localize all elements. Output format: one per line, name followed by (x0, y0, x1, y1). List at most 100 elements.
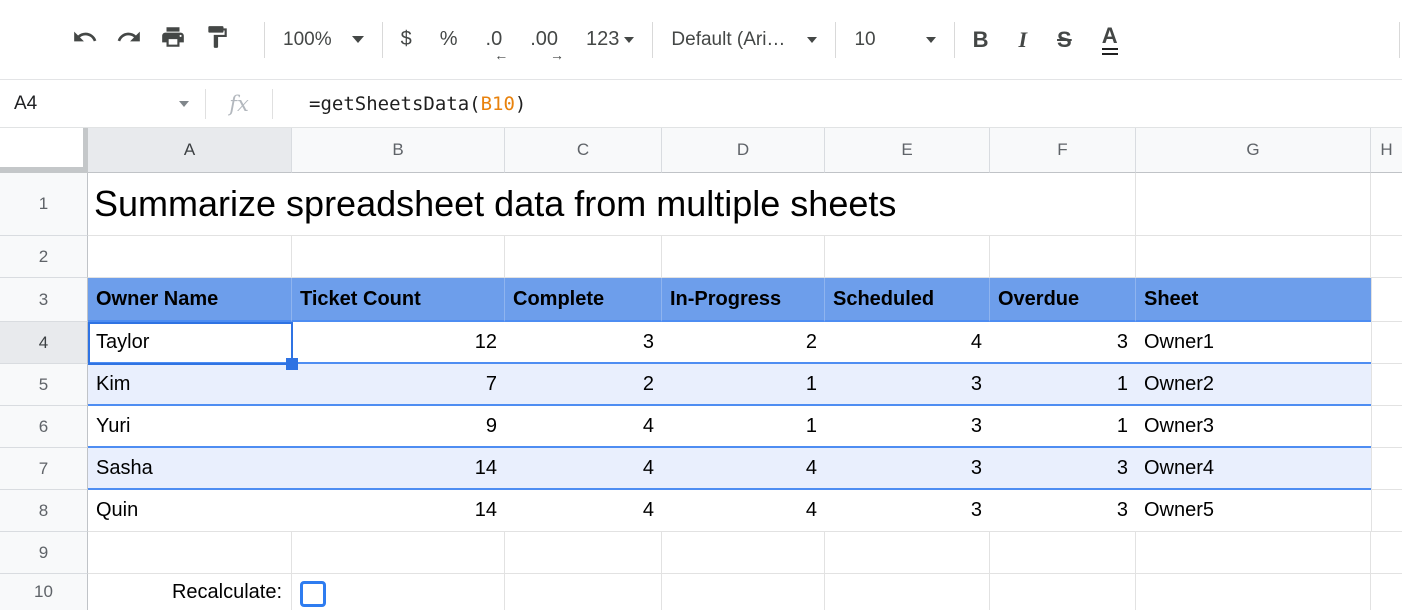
cell[interactable] (990, 173, 1136, 236)
cell[interactable] (1371, 490, 1402, 532)
cell-A1[interactable]: Summarize spreadsheet data from multiple… (88, 173, 896, 236)
cell[interactable]: 4 (505, 406, 662, 448)
paint-format-button[interactable] (202, 20, 232, 60)
cell[interactable]: 3 (825, 490, 990, 532)
cell[interactable]: 7 (292, 364, 505, 406)
column-header-D[interactable]: D (662, 128, 825, 173)
cell[interactable] (1371, 364, 1402, 406)
cell[interactable] (990, 574, 1136, 610)
row-header-10[interactable]: 10 (0, 574, 88, 610)
cell[interactable] (1136, 532, 1371, 574)
cell[interactable] (1371, 236, 1402, 278)
recalculate-checkbox[interactable] (300, 581, 326, 607)
cell[interactable]: 14 (292, 490, 505, 532)
cell[interactable] (88, 532, 292, 574)
cell[interactable]: Owner2 (1136, 364, 1371, 406)
cell[interactable]: 14 (292, 448, 505, 490)
format-currency-button[interactable]: $ (400, 28, 412, 50)
cell-B10[interactable] (292, 574, 505, 610)
cell[interactable]: 3 (990, 322, 1136, 364)
cell[interactable] (662, 532, 825, 574)
cell[interactable] (825, 532, 990, 574)
cell[interactable] (505, 236, 662, 278)
column-header-B[interactable]: B (292, 128, 505, 173)
cell-A4[interactable]: Taylor (88, 322, 292, 364)
row-header-8[interactable]: 8 (0, 490, 88, 532)
cell[interactable]: 1 (662, 406, 825, 448)
cell[interactable]: Complete (505, 278, 662, 322)
cell[interactable] (1371, 448, 1402, 490)
cell[interactable] (292, 236, 505, 278)
strikethrough-button[interactable]: S (1057, 26, 1072, 52)
column-header-C[interactable]: C (505, 128, 662, 173)
cell[interactable]: 4 (825, 322, 990, 364)
cell[interactable]: Kim (88, 364, 292, 406)
cell[interactable]: Yuri (88, 406, 292, 448)
cell[interactable] (1371, 574, 1402, 610)
cell[interactable]: 2 (662, 322, 825, 364)
cell[interactable] (88, 236, 292, 278)
row-header-7[interactable]: 7 (0, 448, 88, 490)
format-percent-button[interactable]: % (439, 28, 458, 50)
cell[interactable] (662, 574, 825, 610)
cell[interactable]: 3 (990, 448, 1136, 490)
increase-decimals-button[interactable]: .00 → (530, 28, 565, 63)
column-header-G[interactable]: G (1136, 128, 1371, 173)
zoom-select[interactable]: 100% (283, 29, 364, 51)
italic-button[interactable]: I (1018, 26, 1028, 52)
cell[interactable]: 1 (990, 364, 1136, 406)
cell[interactable] (1371, 173, 1402, 236)
cell[interactable]: 3 (825, 448, 990, 490)
cell[interactable] (1371, 532, 1402, 574)
print-button[interactable] (158, 20, 188, 60)
decrease-decimals-button[interactable]: .0 ← (485, 28, 509, 63)
column-header-F[interactable]: F (990, 128, 1136, 173)
cell[interactable] (505, 173, 662, 236)
name-box[interactable]: A4 (0, 93, 205, 115)
cell[interactable]: 4 (662, 490, 825, 532)
cell[interactable] (990, 236, 1136, 278)
cell[interactable]: 9 (292, 406, 505, 448)
row-header-6[interactable]: 6 (0, 406, 88, 448)
row-header-9[interactable]: 9 (0, 532, 88, 574)
cell[interactable]: Ticket Count (292, 278, 505, 322)
cell[interactable]: Owner3 (1136, 406, 1371, 448)
recalculate-label-cell[interactable]: Recalculate: (88, 574, 292, 610)
column-header-E[interactable]: E (825, 128, 990, 173)
cell[interactable]: In-Progress (662, 278, 825, 322)
text-color-button[interactable]: A (1101, 24, 1118, 55)
cell[interactable] (662, 173, 825, 236)
cell[interactable]: 4 (505, 490, 662, 532)
formula-input[interactable]: =getSheetsData(B10) (309, 92, 527, 115)
row-header-4[interactable]: 4 (0, 322, 88, 364)
column-header-A[interactable]: A (88, 128, 292, 173)
cell[interactable] (1136, 574, 1371, 610)
cell[interactable]: Owner4 (1136, 448, 1371, 490)
font-select[interactable]: Default (Ari… (671, 29, 818, 51)
cell[interactable]: 1 (662, 364, 825, 406)
cell[interactable]: 3 (505, 322, 662, 364)
cell[interactable] (990, 532, 1136, 574)
cell[interactable] (825, 173, 990, 236)
font-size-select[interactable]: 10 (854, 29, 936, 51)
cell[interactable]: Quin (88, 490, 292, 532)
cell[interactable]: 4 (505, 448, 662, 490)
cell[interactable] (1136, 236, 1371, 278)
cell[interactable] (825, 236, 990, 278)
cell[interactable] (1371, 406, 1402, 448)
cell[interactable]: Owner1 (1136, 322, 1371, 364)
cell[interactable] (292, 532, 505, 574)
row-header-1[interactable]: 1 (0, 173, 88, 236)
cell[interactable]: Sasha (88, 448, 292, 490)
redo-button[interactable] (114, 20, 144, 60)
row-header-5[interactable]: 5 (0, 364, 88, 406)
cell[interactable]: Scheduled (825, 278, 990, 322)
more-formats-button[interactable]: 123 (586, 28, 635, 51)
cell[interactable]: 3 (825, 406, 990, 448)
cell[interactable] (292, 173, 505, 236)
bold-button[interactable]: B (972, 26, 989, 52)
cell[interactable]: 3 (825, 364, 990, 406)
fill-handle[interactable] (286, 358, 298, 370)
select-all-corner[interactable] (0, 128, 88, 173)
cell[interactable]: 2 (505, 364, 662, 406)
